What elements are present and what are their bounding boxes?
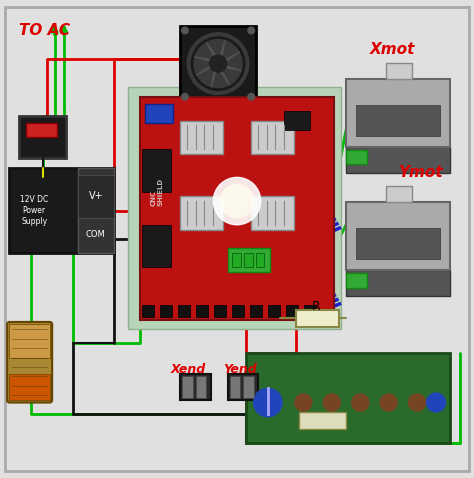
FancyBboxPatch shape bbox=[160, 305, 172, 317]
FancyBboxPatch shape bbox=[9, 168, 114, 253]
Text: V+: V+ bbox=[89, 191, 103, 201]
FancyBboxPatch shape bbox=[145, 104, 173, 123]
Circle shape bbox=[213, 177, 261, 225]
Text: Xend: Xend bbox=[171, 363, 206, 376]
Text: TO AC: TO AC bbox=[19, 23, 70, 38]
FancyBboxPatch shape bbox=[346, 202, 450, 270]
Circle shape bbox=[248, 94, 255, 100]
FancyBboxPatch shape bbox=[232, 305, 244, 317]
Circle shape bbox=[295, 394, 312, 411]
FancyBboxPatch shape bbox=[386, 186, 412, 202]
Circle shape bbox=[380, 394, 397, 411]
Circle shape bbox=[210, 55, 227, 72]
FancyBboxPatch shape bbox=[356, 105, 440, 136]
FancyBboxPatch shape bbox=[196, 305, 208, 317]
FancyBboxPatch shape bbox=[246, 353, 450, 443]
FancyBboxPatch shape bbox=[142, 305, 154, 317]
FancyBboxPatch shape bbox=[180, 374, 211, 400]
FancyBboxPatch shape bbox=[268, 305, 280, 317]
FancyBboxPatch shape bbox=[346, 79, 450, 147]
FancyBboxPatch shape bbox=[286, 305, 298, 317]
Circle shape bbox=[427, 393, 446, 412]
FancyBboxPatch shape bbox=[9, 324, 50, 358]
FancyBboxPatch shape bbox=[296, 310, 339, 326]
FancyBboxPatch shape bbox=[7, 322, 52, 402]
FancyBboxPatch shape bbox=[228, 249, 270, 272]
FancyBboxPatch shape bbox=[196, 377, 206, 398]
FancyBboxPatch shape bbox=[346, 147, 450, 173]
Text: Ymot: Ymot bbox=[398, 165, 443, 180]
FancyBboxPatch shape bbox=[232, 253, 241, 267]
Circle shape bbox=[352, 394, 369, 411]
Polygon shape bbox=[218, 64, 242, 71]
FancyBboxPatch shape bbox=[180, 196, 223, 229]
Text: COM: COM bbox=[86, 230, 106, 239]
Text: 12V DC
Power
Supply: 12V DC Power Supply bbox=[20, 195, 48, 226]
Circle shape bbox=[182, 27, 188, 34]
Polygon shape bbox=[218, 52, 240, 64]
Polygon shape bbox=[218, 64, 230, 85]
FancyBboxPatch shape bbox=[346, 273, 367, 288]
FancyBboxPatch shape bbox=[180, 120, 223, 154]
FancyBboxPatch shape bbox=[244, 253, 253, 267]
Polygon shape bbox=[206, 42, 218, 64]
FancyBboxPatch shape bbox=[180, 26, 256, 101]
Circle shape bbox=[182, 94, 188, 100]
Text: CNC
SHIELD: CNC SHIELD bbox=[151, 177, 164, 206]
FancyBboxPatch shape bbox=[78, 168, 114, 253]
FancyBboxPatch shape bbox=[299, 412, 346, 429]
Text: R: R bbox=[312, 300, 320, 313]
FancyBboxPatch shape bbox=[182, 377, 193, 398]
FancyBboxPatch shape bbox=[9, 374, 50, 400]
Circle shape bbox=[323, 394, 340, 411]
Text: Yend: Yend bbox=[223, 363, 256, 376]
Circle shape bbox=[254, 388, 282, 417]
FancyBboxPatch shape bbox=[214, 305, 226, 317]
FancyBboxPatch shape bbox=[26, 123, 57, 137]
FancyBboxPatch shape bbox=[228, 374, 258, 400]
FancyBboxPatch shape bbox=[256, 253, 264, 267]
FancyBboxPatch shape bbox=[386, 63, 412, 79]
Polygon shape bbox=[194, 57, 218, 64]
FancyBboxPatch shape bbox=[230, 377, 240, 398]
FancyBboxPatch shape bbox=[78, 175, 114, 217]
Text: Xmot: Xmot bbox=[370, 42, 415, 57]
FancyBboxPatch shape bbox=[284, 111, 310, 130]
FancyBboxPatch shape bbox=[346, 270, 450, 296]
FancyBboxPatch shape bbox=[346, 150, 367, 164]
Polygon shape bbox=[196, 64, 218, 76]
FancyBboxPatch shape bbox=[142, 149, 171, 192]
FancyBboxPatch shape bbox=[142, 225, 171, 267]
Polygon shape bbox=[218, 40, 225, 64]
FancyBboxPatch shape bbox=[356, 228, 440, 260]
FancyBboxPatch shape bbox=[251, 196, 294, 229]
FancyBboxPatch shape bbox=[304, 305, 316, 317]
Polygon shape bbox=[211, 64, 218, 87]
Circle shape bbox=[409, 394, 426, 411]
FancyBboxPatch shape bbox=[128, 87, 341, 329]
FancyBboxPatch shape bbox=[251, 120, 294, 154]
Circle shape bbox=[220, 185, 254, 217]
Circle shape bbox=[187, 33, 249, 95]
FancyBboxPatch shape bbox=[140, 97, 334, 320]
FancyBboxPatch shape bbox=[250, 305, 262, 317]
FancyBboxPatch shape bbox=[178, 305, 190, 317]
FancyBboxPatch shape bbox=[243, 377, 254, 398]
Circle shape bbox=[248, 27, 255, 34]
FancyBboxPatch shape bbox=[19, 116, 66, 158]
